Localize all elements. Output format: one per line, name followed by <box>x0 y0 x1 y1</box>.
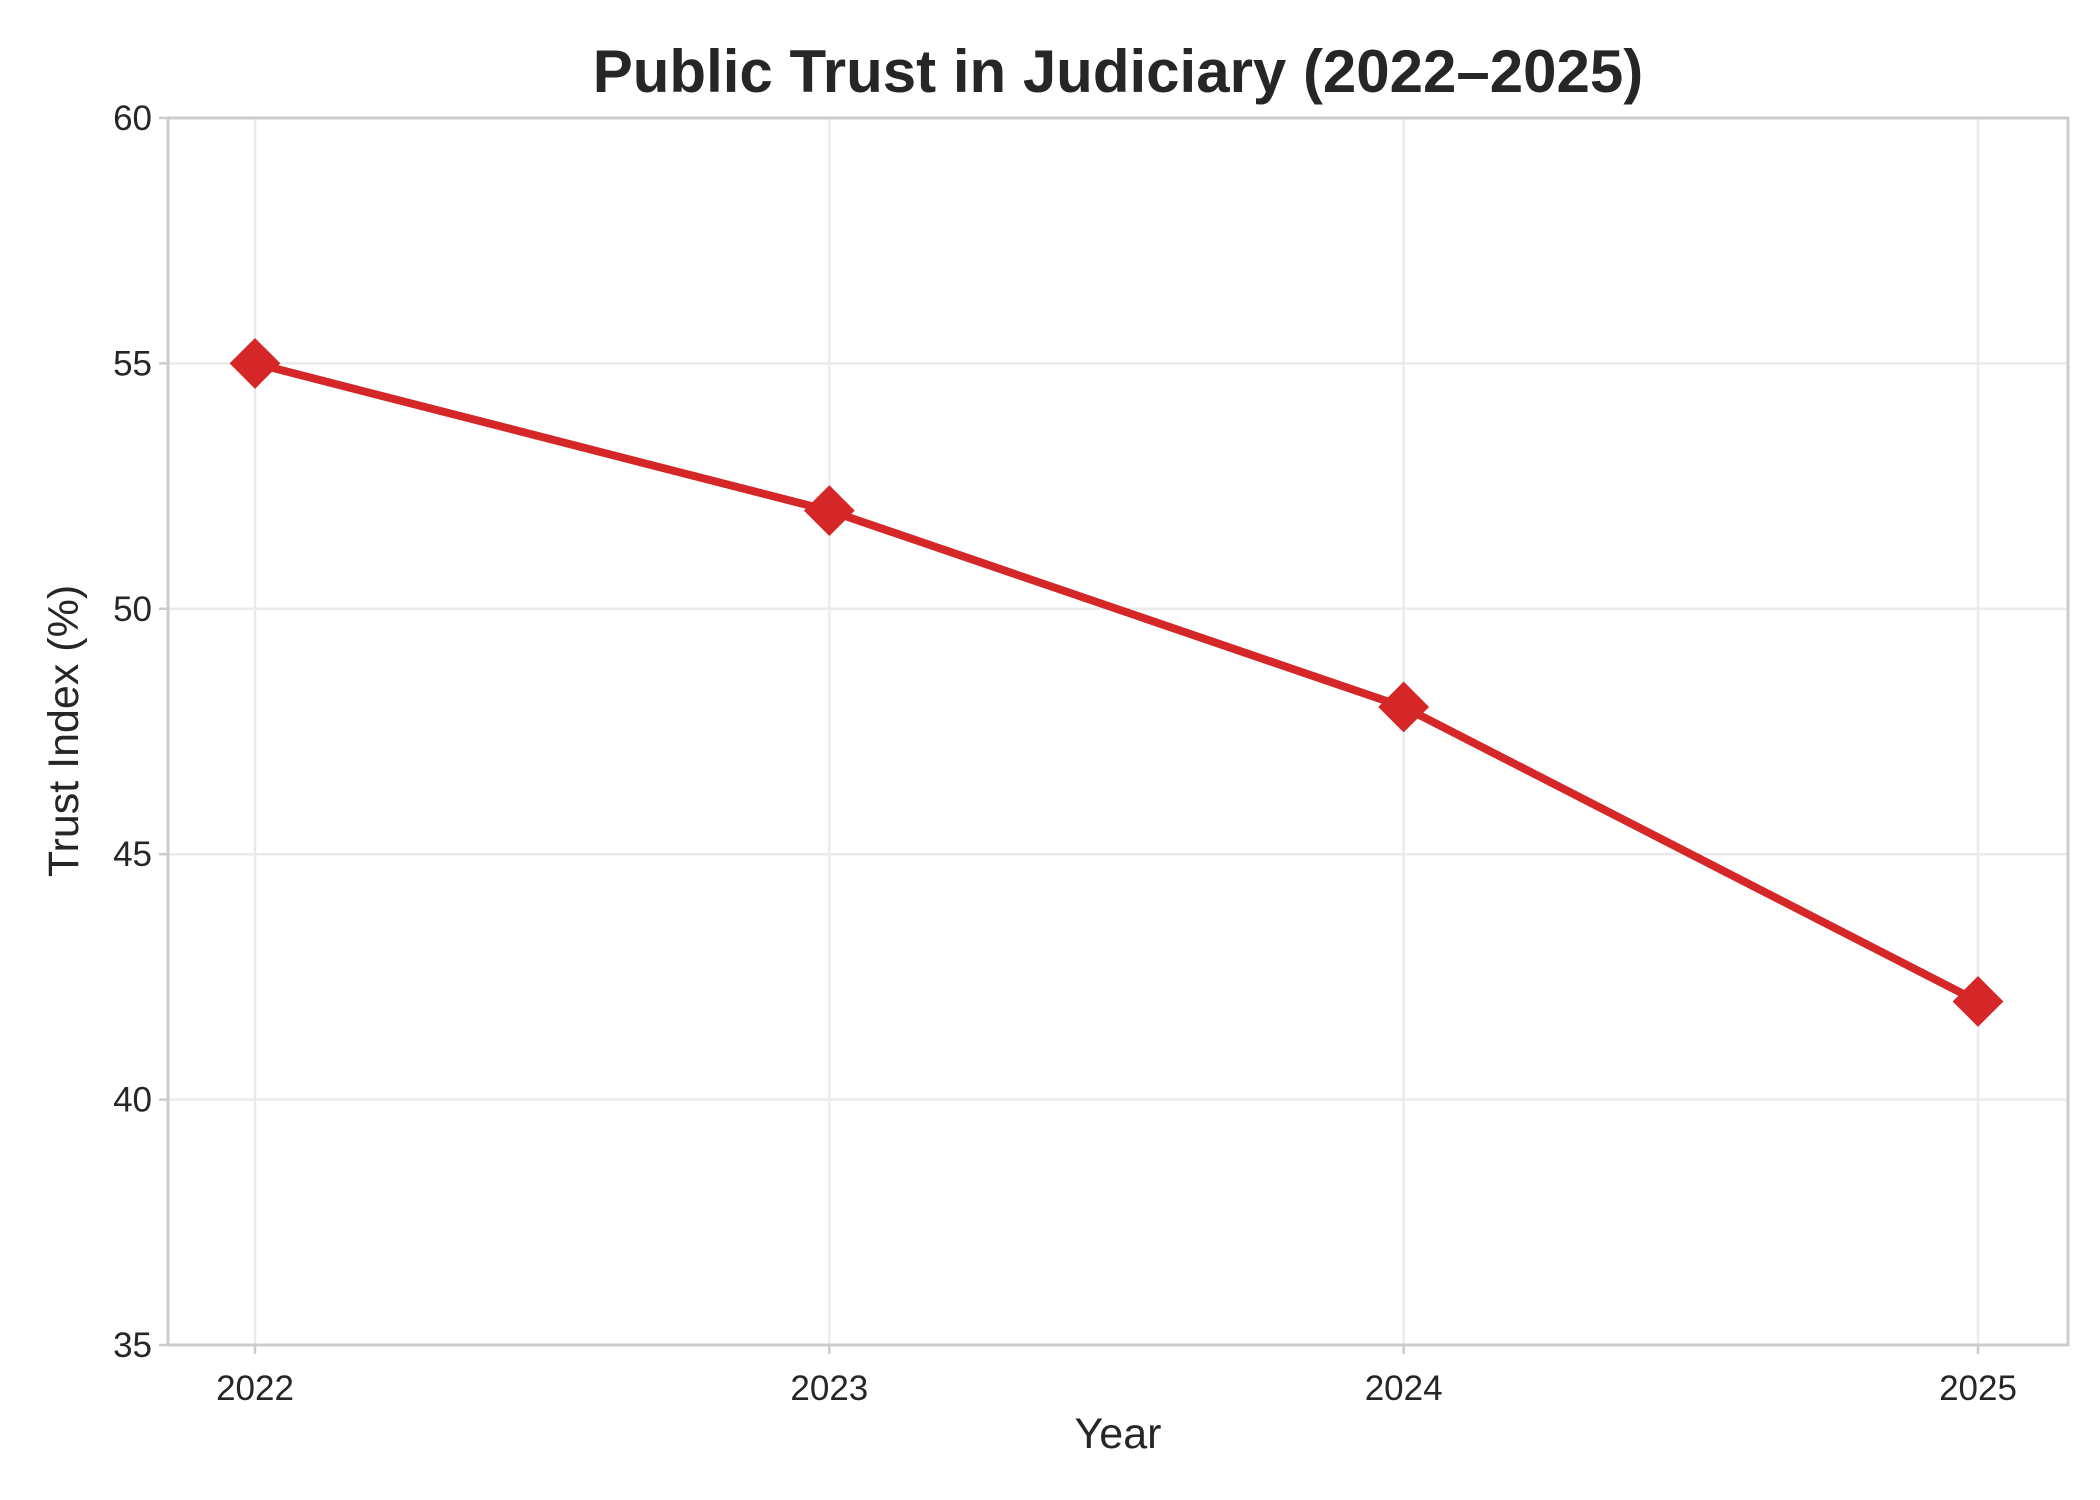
series-layer <box>229 337 2004 1027</box>
y-tick-label: 55 <box>113 344 152 383</box>
data-point-marker <box>803 485 855 537</box>
y-tick-label: 40 <box>113 1081 152 1120</box>
x-tick-label: 2025 <box>1939 1369 2017 1408</box>
data-point-marker <box>229 337 281 389</box>
y-tick-label: 50 <box>113 590 152 629</box>
chart-title: Public Trust in Judiciary (2022–2025) <box>593 38 1643 105</box>
x-tick-label: 2022 <box>216 1369 294 1408</box>
x-axis-ticks: 2022 2023 2024 2025 <box>216 1345 2017 1408</box>
y-axis-ticks: 35 40 45 50 55 60 <box>113 99 168 1365</box>
y-tick-label: 45 <box>113 835 152 874</box>
x-tick-label: 2024 <box>1365 1369 1443 1408</box>
series-line <box>251 359 1982 1006</box>
data-point-marker <box>1378 681 1430 733</box>
plot-area-frame <box>166 116 2070 1347</box>
y-tick-label: 35 <box>113 1326 152 1365</box>
y-tick-label: 60 <box>113 99 152 138</box>
data-point-marker <box>1952 976 2004 1027</box>
x-axis-label: Year <box>1075 1410 1162 1458</box>
x-tick-label: 2023 <box>790 1369 868 1408</box>
y-axis-label: Trust Index (%) <box>40 585 88 877</box>
